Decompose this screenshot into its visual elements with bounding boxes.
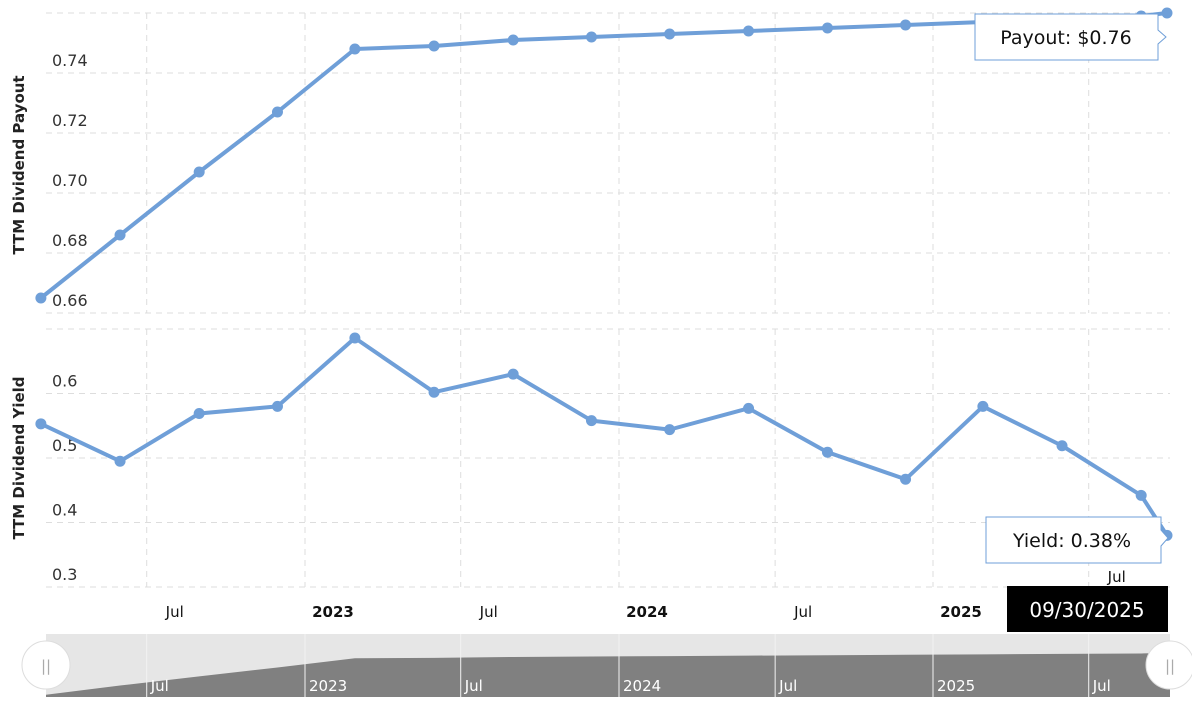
x-tick-label: 2024: [626, 603, 668, 621]
y-tick-label: 0.72: [52, 111, 88, 130]
yield-point[interactable]: [114, 455, 126, 467]
yield-tooltip-text: Yield: 0.38%: [1012, 530, 1131, 552]
navigator-label: Jul: [150, 677, 169, 695]
payout-axis-label: TTM Dividend Payout: [10, 75, 28, 254]
y-tick-label: 0.6: [52, 372, 77, 391]
yield-axis-label: TTM Dividend Yield: [10, 376, 28, 539]
handle-grip-icon: ||: [41, 657, 51, 675]
navigator-label: 2024: [623, 677, 661, 695]
navigator[interactable]: Jul 2023 Jul 2024 Jul 2025 Jul || ||: [21, 634, 1192, 697]
yield-point[interactable]: [1056, 440, 1068, 452]
payout-point[interactable]: [349, 43, 361, 55]
payout-point[interactable]: [114, 229, 126, 241]
y-tick-label: 0.3: [52, 565, 77, 584]
payout-point[interactable]: [585, 31, 597, 43]
x-tick-label: Jul: [165, 603, 184, 621]
x-tick-labels: Jul 2023 Jul 2024 Jul 2025 Jul: [165, 568, 1126, 621]
yield-tooltip: Yield: 0.38%: [985, 516, 1169, 564]
y-tick-label: 0.4: [52, 501, 77, 520]
series: [35, 7, 1173, 541]
navigator-right-handle[interactable]: ||: [1145, 640, 1192, 690]
y-tick-label: 0.5: [52, 436, 77, 455]
yield-point[interactable]: [664, 424, 676, 436]
navigator-label: Jul: [464, 677, 483, 695]
x-tick-label: Jul: [479, 603, 498, 621]
payout-point[interactable]: [664, 28, 676, 40]
hover-date-label: 09/30/2025: [1007, 586, 1168, 632]
navigator-area: [46, 653, 1170, 697]
y-tick-label: 0.68: [52, 231, 88, 250]
yield-point[interactable]: [507, 368, 519, 380]
payout-point[interactable]: [743, 25, 755, 37]
x-tick-label: 2025: [940, 603, 982, 621]
navigator-left-handle[interactable]: ||: [21, 640, 71, 690]
payout-point[interactable]: [507, 34, 519, 46]
payout-point[interactable]: [271, 106, 283, 118]
payout-point[interactable]: [900, 19, 912, 31]
y-tick-label: 0.74: [52, 51, 88, 70]
yield-point[interactable]: [977, 400, 989, 412]
navigator-grid: [146, 634, 1090, 697]
x-tick-label: 2023: [312, 603, 354, 621]
handle-grip-icon: ||: [1165, 657, 1175, 675]
payout-point[interactable]: [1161, 7, 1173, 19]
y-tick-labels: 0.66 0.68 0.70 0.72 0.74 0.3 0.4 0.5 0.6: [52, 51, 88, 584]
y-tick-label: 0.70: [52, 171, 88, 190]
navigator-label: 2025: [937, 677, 975, 695]
navigator-label: 2023: [309, 677, 347, 695]
yield-point[interactable]: [35, 418, 47, 430]
yield-point[interactable]: [349, 332, 361, 344]
navigator-label: Jul: [778, 677, 797, 695]
navigator-labels: Jul 2023 Jul 2024 Jul 2025 Jul: [150, 677, 1111, 695]
x-tick-label: Jul: [793, 603, 812, 621]
yield-point[interactable]: [743, 402, 755, 414]
yield-point[interactable]: [900, 473, 912, 485]
y-tick-label: 0.66: [52, 291, 88, 310]
yield-point[interactable]: [428, 386, 440, 398]
navigator-label: Jul: [1092, 677, 1111, 695]
payout-point[interactable]: [821, 22, 833, 34]
payout-point[interactable]: [428, 40, 440, 52]
payout-point[interactable]: [193, 166, 205, 178]
yield-point[interactable]: [193, 407, 205, 419]
hover-date-text: 09/30/2025: [1029, 598, 1144, 622]
yield-point[interactable]: [585, 415, 597, 427]
payout-point[interactable]: [35, 292, 47, 304]
payout-tooltip-text: Payout: $0.76: [1000, 27, 1131, 49]
payout-tooltip: Payout: $0.76: [974, 13, 1167, 61]
yield-point[interactable]: [271, 400, 283, 412]
x-tick-label: Jul: [1107, 568, 1126, 586]
yield-line: [40, 336, 1169, 537]
grid: [46, 12, 1170, 588]
yield-point[interactable]: [821, 446, 833, 458]
yield-point[interactable]: [1135, 489, 1147, 501]
